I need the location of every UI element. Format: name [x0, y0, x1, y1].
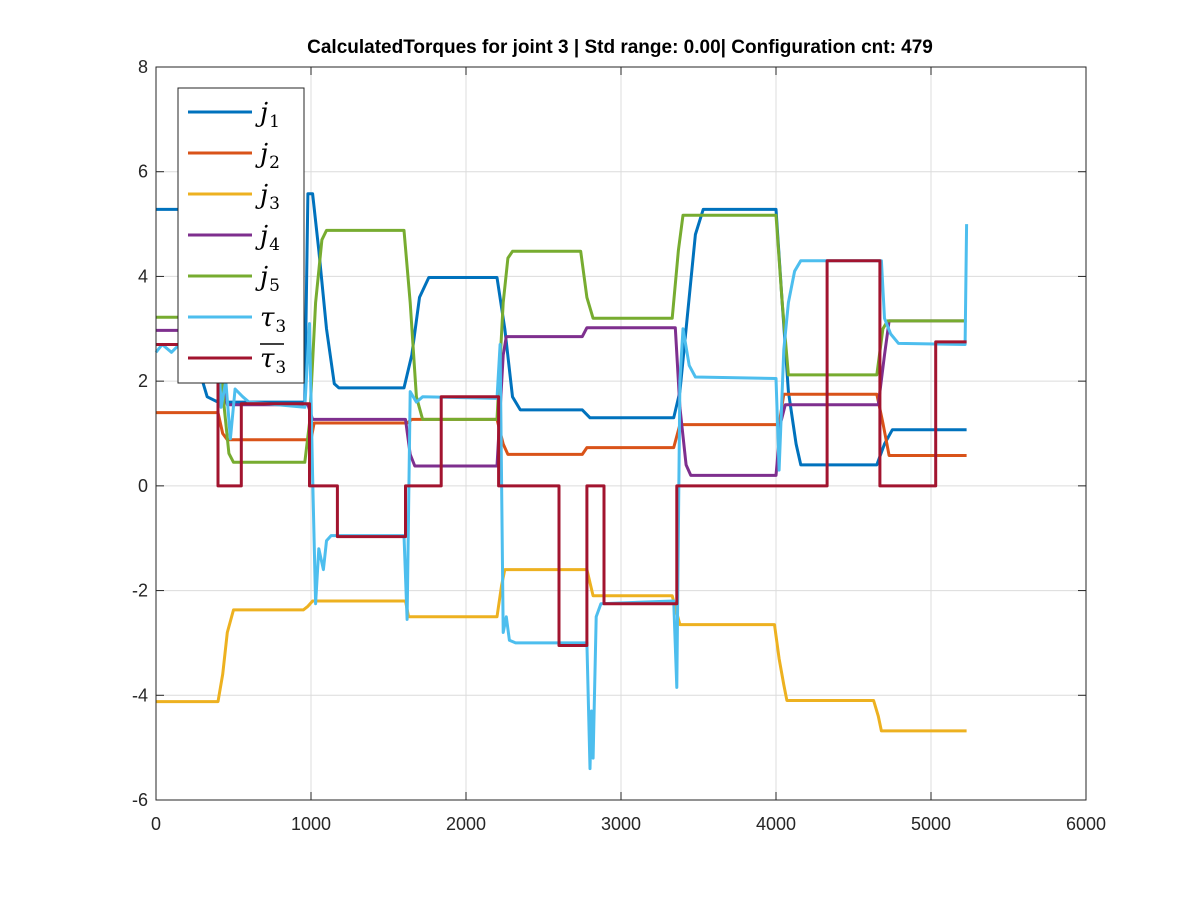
- y-tick-label: 6: [138, 162, 148, 182]
- series-line-j3: [156, 568, 967, 733]
- legend-label-tau3-bar: τ3: [260, 344, 286, 378]
- x-tick-label: 6000: [1066, 814, 1106, 834]
- x-tick-label: 4000: [756, 814, 796, 834]
- y-tick-label: 4: [138, 266, 148, 286]
- x-tick-label: 5000: [911, 814, 951, 834]
- chart-title: CalculatedTorques for joint 3 | Std rang…: [307, 37, 933, 58]
- y-tick-label: -4: [132, 685, 148, 705]
- x-tick-label: 3000: [601, 814, 641, 834]
- axis-ticks: 0 1000 2000 3000 4000 5000 6000 -6 -4 -2 0 2 4 6 8: [132, 57, 1106, 834]
- series-line-j5: [156, 213, 967, 464]
- series-line-tau3-bar: [156, 259, 967, 647]
- y-tick-label: 8: [138, 57, 148, 77]
- series-line-tau3: [154, 224, 969, 771]
- x-tick-label: 2000: [446, 814, 486, 834]
- y-tick-label: -6: [132, 790, 148, 810]
- series-lines: [154, 192, 969, 771]
- x-tick-label: 0: [151, 814, 161, 834]
- y-tick-label: -2: [132, 581, 148, 601]
- series-line-j2: [156, 392, 967, 457]
- legend-label-tau3: τ3: [260, 303, 286, 337]
- y-tick-label: 2: [138, 371, 148, 391]
- y-tick-label: 0: [138, 476, 148, 496]
- x-tick-label: 1000: [291, 814, 331, 834]
